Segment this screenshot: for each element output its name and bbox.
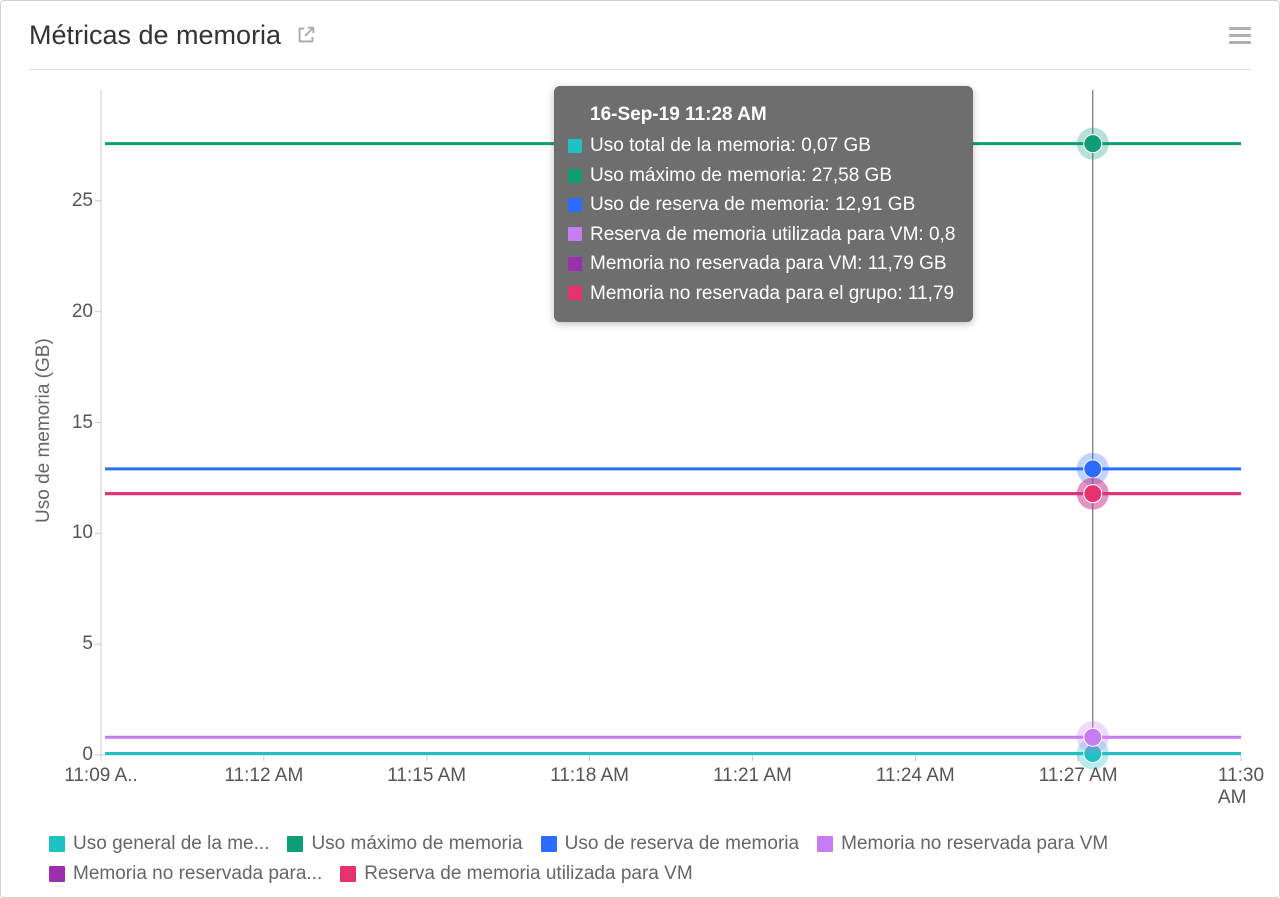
x-tick-label: 11:30 AM [1218,765,1264,809]
legend-label: Uso de reserva de memoria [565,833,799,855]
x-tick-label: 11:15 AM [387,765,466,787]
y-axis-label: Uso de memoria (GB) [33,338,55,523]
tooltip-text: Uso máximo de memoria: 27,58 GB [590,161,892,190]
legend-swatch [817,836,833,852]
tooltip-swatch [568,139,582,153]
y-tick-label: 25 [57,190,93,212]
tooltip-row: Uso total de la memoria: 0,07 GB [568,131,955,160]
tooltip-swatch [568,257,582,271]
tooltip-swatch [568,286,582,300]
x-tick-label: 11:18 AM [550,765,629,787]
y-tick-label: 10 [57,522,93,544]
legend-swatch [541,836,557,852]
legend-swatch [287,836,303,852]
tooltip-row: Uso máximo de memoria: 27,58 GB [568,161,955,190]
tooltip-swatch [568,227,582,241]
tooltip-row: Memoria no reservada para VM: 11,79 GB [568,249,955,278]
legend-label: Uso general de la me... [73,833,269,855]
tooltip-swatch [568,169,582,183]
panel-title: Métricas de memoria [29,20,281,51]
legend-label: Memoria no reservada para VM [841,833,1108,855]
chart-legend: Uso general de la me... Uso máximo de mem… [49,833,1251,885]
tooltip-row: Reserva de memoria utilizada para VM: 0,… [568,220,955,249]
legend-label: Memoria no reservada para... [73,863,322,885]
chart-tooltip: 16-Sep-19 11:28 AMUso total de la memori… [554,86,973,322]
panel-header: Métricas de memoria [1,1,1279,69]
x-tick-label: 11:24 AM [876,765,955,787]
y-tick-label: 5 [57,633,93,655]
tooltip-text: Uso total de la memoria: 0,07 GB [590,131,871,160]
tooltip-row: Memoria no reservada para el grupo: 11,7… [568,279,955,308]
legend-item-max[interactable]: Uso máximo de memoria [287,833,522,855]
y-tick-label: 0 [57,744,93,766]
tooltip-swatch [568,198,582,212]
tooltip-title: 16-Sep-19 11:28 AM [590,100,955,129]
legend-item-noresgrp[interactable]: Reserva de memoria utilizada para VM [340,863,692,885]
memory-metrics-panel: Métricas de memoria Uso de memoria (GB) … [0,0,1280,898]
series-marker-reserve [1084,460,1102,478]
chart-area[interactable]: Uso de memoria (GB) 16-Sep-19 11:28 AMUs… [1,70,1279,830]
tooltip-text: Memoria no reservada para el grupo: 11,7… [590,279,954,308]
tooltip-text: Memoria no reservada para VM: 11,79 GB [590,249,947,278]
legend-label: Reserva de memoria utilizada para VM [364,863,692,885]
x-tick-label: 11:27 AM [1039,765,1118,787]
legend-swatch [49,836,65,852]
legend-swatch [340,866,356,882]
tooltip-text: Uso de reserva de memoria: 12,91 GB [590,190,915,219]
legend-label: Uso máximo de memoria [311,833,522,855]
legend-item-total[interactable]: Uso general de la me... [49,833,269,855]
legend-item-noresvm[interactable]: Memoria no reservada para... [49,863,322,885]
series-marker-max [1084,135,1102,153]
y-tick-label: 15 [57,412,93,434]
tooltip-text: Reserva de memoria utilizada para VM: 0,… [590,220,955,249]
x-tick-label: 11:12 AM [224,765,303,787]
popout-icon[interactable] [295,24,317,46]
y-tick-label: 20 [57,301,93,323]
x-tick-label: 11:21 AM [713,765,792,787]
legend-item-reserve[interactable]: Uso de reserva de memoria [541,833,799,855]
series-marker-resvm [1084,728,1102,746]
legend-swatch [49,866,65,882]
tooltip-row: Uso de reserva de memoria: 12,91 GB [568,190,955,219]
legend-item-resvm[interactable]: Memoria no reservada para VM [817,833,1108,855]
x-tick-label: 11:09 A.. [64,765,138,787]
hamburger-menu-icon[interactable] [1229,24,1251,46]
series-marker-noresgrp [1084,485,1102,503]
